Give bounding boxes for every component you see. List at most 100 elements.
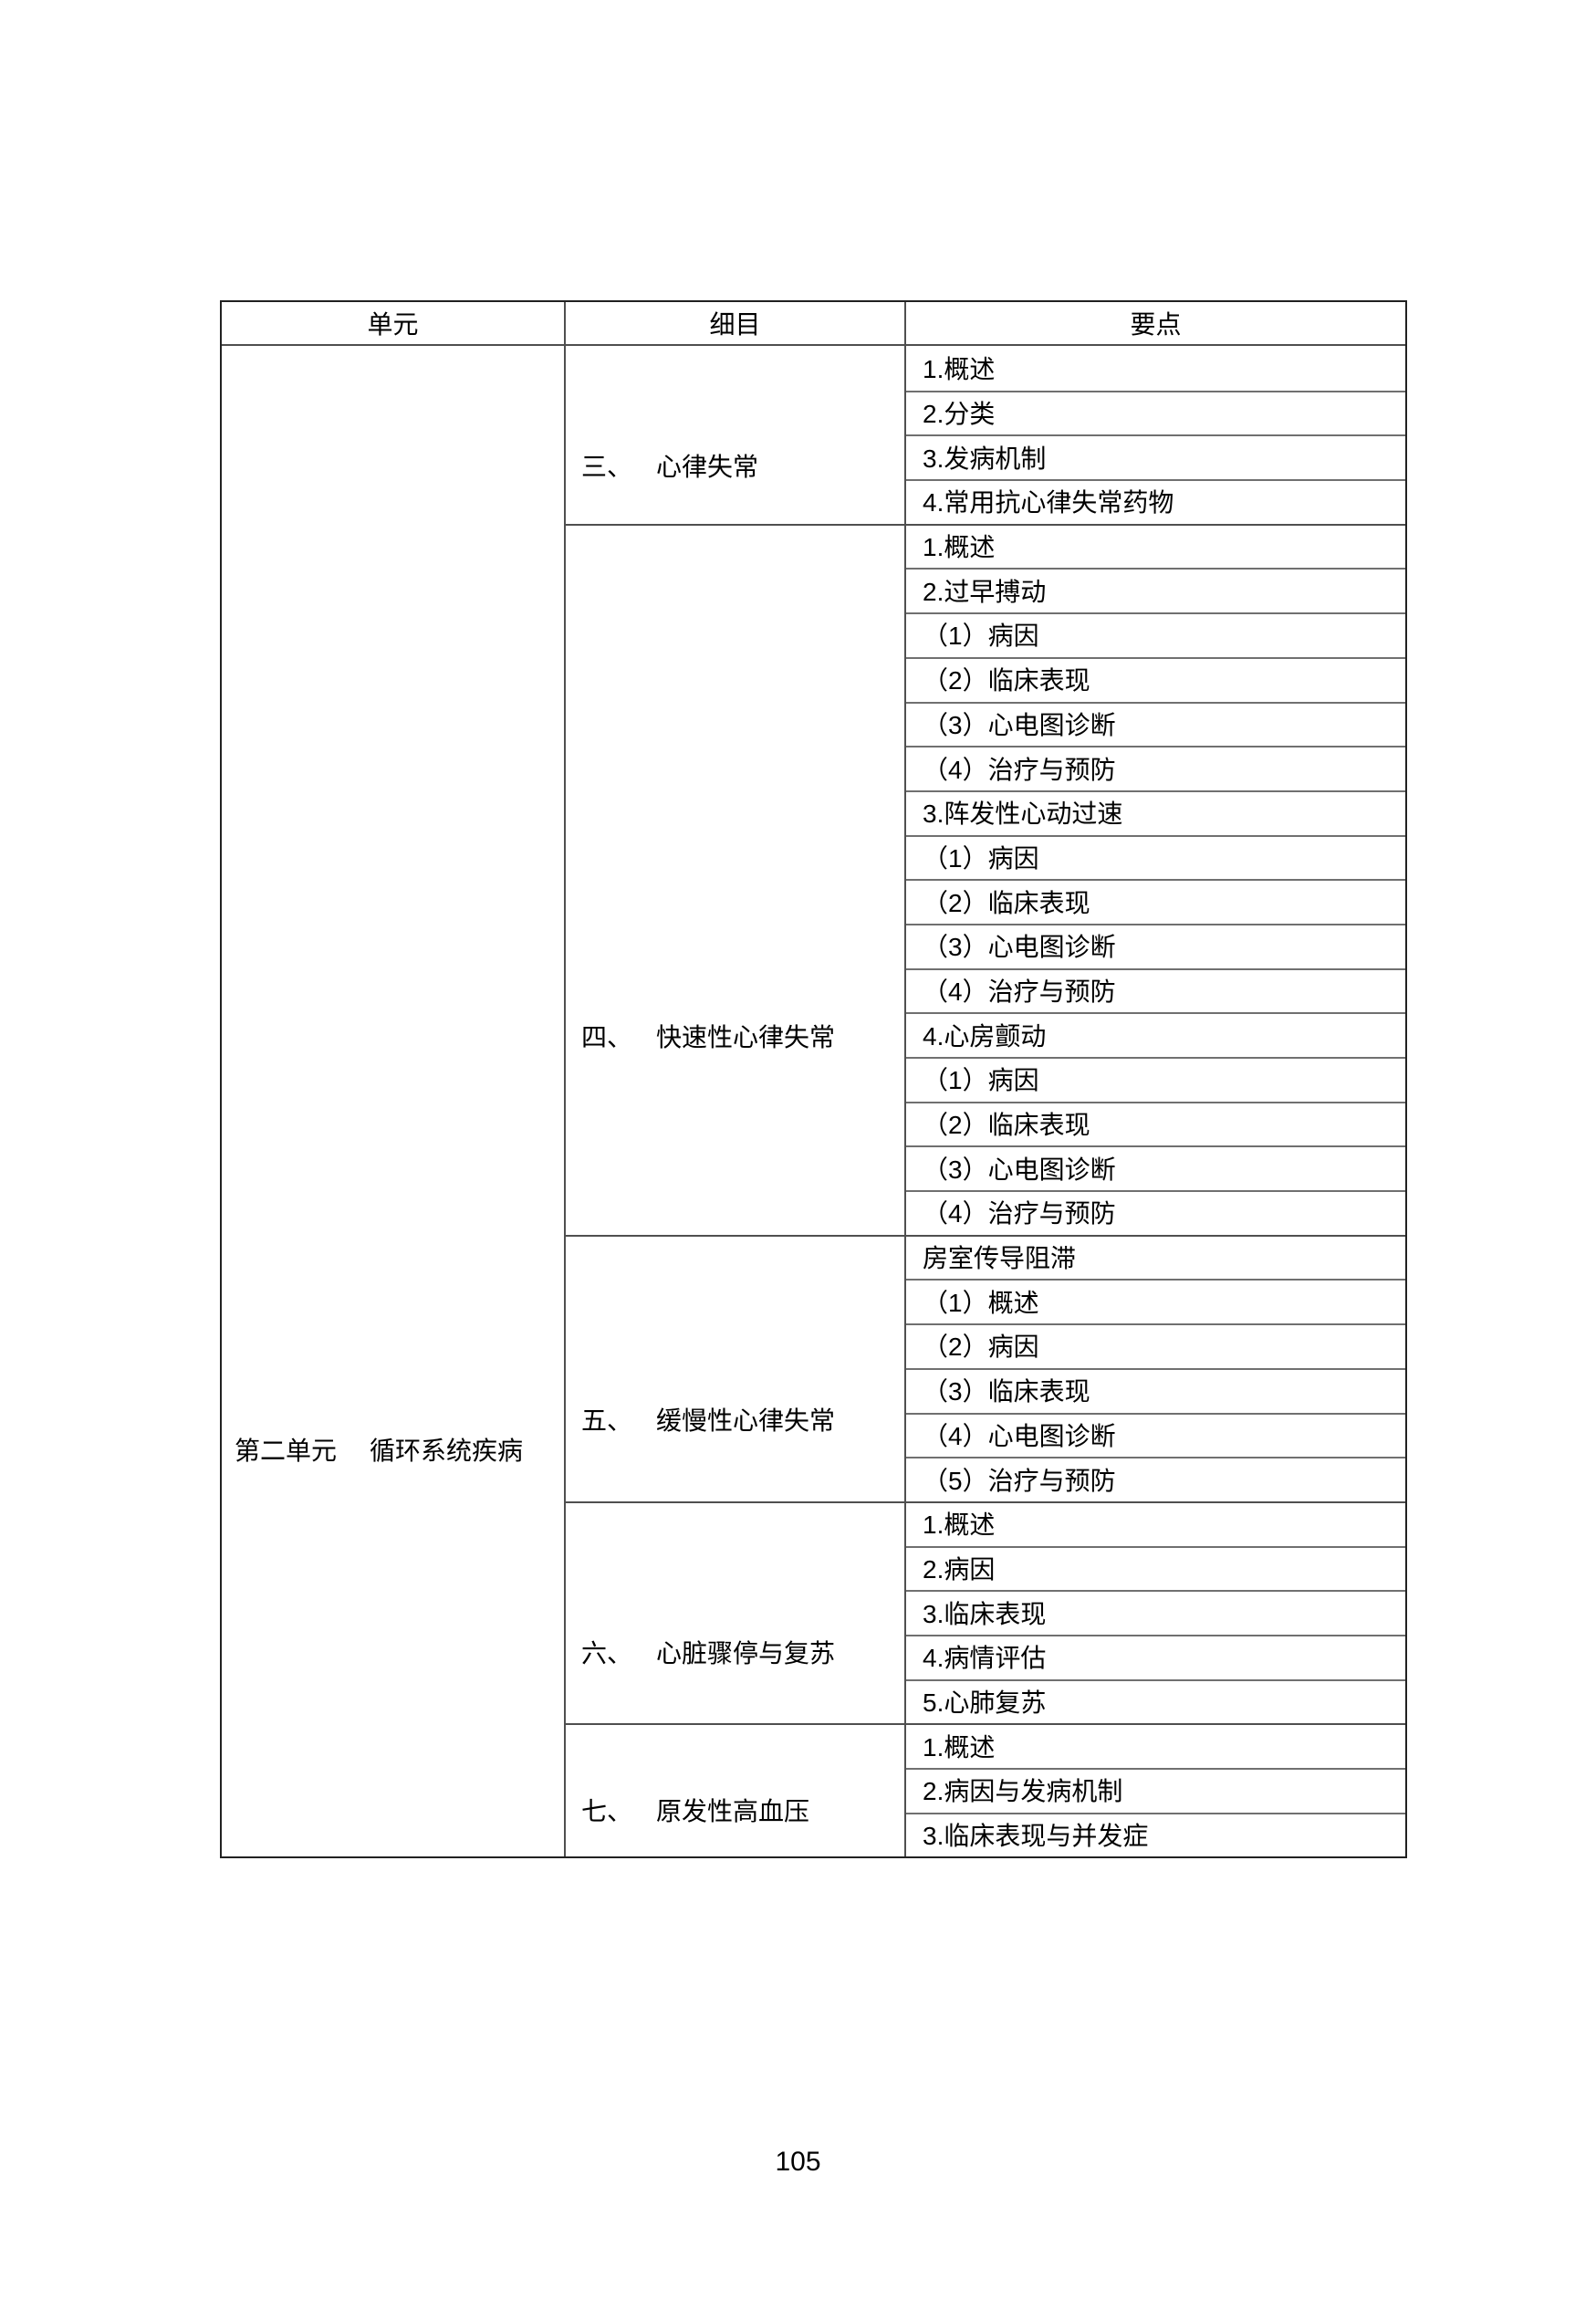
point-text: 3.临床表现: [923, 1599, 1047, 1628]
point-text: 房室传导阻滞: [923, 1244, 1077, 1273]
point-row: 1.概述: [906, 1501, 1405, 1546]
point-row: （3）心电图诊断: [906, 1145, 1405, 1190]
unit-label: 第二单元 循环系统疾病: [235, 1433, 523, 1469]
subcategory-number: 七、: [581, 1797, 633, 1826]
point-row: （4）治疗与预防: [906, 968, 1405, 1013]
sections-container: 三、 心律失常 1.概述 2.分类 3.发病机制 4.常用抗心律失常药物四、 快速性心律失常…: [566, 346, 1405, 1857]
subcategory-number: 五、: [581, 1406, 633, 1435]
point-row: （5）治疗与预防: [906, 1457, 1405, 1501]
point-text: 5.心肺复苏: [923, 1688, 1047, 1717]
point-row: 3.临床表现与并发症: [906, 1813, 1405, 1857]
points-cell: 1.概述 2.病因与发病机制 3.临床表现与并发症: [906, 1723, 1405, 1856]
point-row: 3.发病机制: [906, 434, 1405, 479]
point-text: 2.过早搏动: [923, 577, 1047, 606]
unit-number: 第二单元: [235, 1437, 338, 1465]
point-row: 4.病情评估: [906, 1635, 1405, 1679]
points-cell: 1.概述 2.分类 3.发病机制 4.常用抗心律失常药物: [906, 346, 1405, 524]
subcategory-cell: 六、 心脏骤停与复苏: [566, 1500, 906, 1724]
points-cell: 1.概述 2.过早搏动 （1）病因 （2）临床表现 （3）心电图诊断 （4）治疗与预防 3.…: [906, 524, 1405, 1235]
subcategory-cell: 三、 心律失常: [566, 346, 906, 524]
point-text: 4.常用抗心律失常药物: [923, 488, 1174, 518]
point-row: 3.阵发性心动过速: [906, 790, 1405, 835]
point-text: 3.临床表现与并发症: [923, 1822, 1149, 1851]
point-row: （2）临床表现: [906, 879, 1405, 924]
subcategory-number: 六、: [581, 1638, 633, 1668]
section-row: 六、 心脏骤停与复苏 1.概述 2.病因 3.临床表现 4.病情评估 5.心肺复苏: [566, 1500, 1405, 1724]
point-row: （1）概述: [906, 1279, 1405, 1323]
subcategory-label: 四、 快速性心律失常: [581, 1019, 835, 1056]
point-row: 1.概述: [906, 524, 1405, 569]
subcategory-title: 原发性高血压: [656, 1797, 810, 1826]
subcategory-number: 三、: [581, 453, 633, 481]
point-text: （1）病因: [923, 843, 1039, 873]
point-text: 2.病因: [923, 1554, 996, 1584]
subcategory-label: 五、 缓慢性心律失常: [581, 1403, 835, 1439]
point-text: 4.心房颤动: [923, 1021, 1047, 1051]
point-row: 4.常用抗心律失常药物: [906, 479, 1405, 524]
subcategory-label: 七、 原发性高血压: [581, 1793, 809, 1830]
point-text: （3）心电图诊断: [923, 710, 1116, 739]
table-body: 第二单元 循环系统疾病 三、 心律失常 1.概述 2.分类 3.发病机制 4.常用抗心律失…: [222, 346, 1405, 1857]
point-text: （4）心电图诊断: [923, 1421, 1116, 1450]
point-text: （5）治疗与预防: [923, 1466, 1116, 1495]
point-row: （3）心电图诊断: [906, 702, 1405, 747]
point-row: 房室传导阻滞: [906, 1235, 1405, 1280]
point-row: （1）病因: [906, 612, 1405, 657]
point-text: （2）临床表现: [923, 1111, 1090, 1140]
point-text: （3）心电图诊断: [923, 1155, 1116, 1184]
point-row: （4）治疗与预防: [906, 746, 1405, 790]
table-header-row: 单元 细目 要点: [222, 302, 1405, 346]
subcategory-label: 三、 心律失常: [581, 449, 758, 486]
point-row: （1）病因: [906, 1057, 1405, 1102]
point-text: （1）病因: [923, 622, 1039, 651]
subcategory-title: 心律失常: [656, 453, 759, 481]
point-row: 3.临床表现: [906, 1590, 1405, 1635]
point-text: 1.概述: [923, 355, 996, 384]
subcategory-cell: 四、 快速性心律失常: [566, 523, 906, 1235]
point-text: （3）心电图诊断: [923, 933, 1116, 962]
unit-name: 循环系统疾病: [370, 1437, 524, 1465]
subcategory-cell: 五、 缓慢性心律失常: [566, 1234, 906, 1501]
point-text: （2）临床表现: [923, 888, 1090, 917]
point-row: 2.分类: [906, 391, 1405, 435]
section-row: 五、 缓慢性心律失常 房室传导阻滞 （1）概述 （2）病因 （3）临床表现 （4）心电图诊断…: [566, 1234, 1405, 1501]
point-text: 2.分类: [923, 400, 996, 429]
point-row: （2）临床表现: [906, 1102, 1405, 1146]
point-text: （4）治疗与预防: [923, 1199, 1116, 1228]
point-text: （2）病因: [923, 1333, 1039, 1362]
points-cell: 1.概述 2.病因 3.临床表现 4.病情评估 5.心肺复苏: [906, 1501, 1405, 1723]
point-row: （3）心电图诊断: [906, 924, 1405, 968]
point-row: 5.心肺复苏: [906, 1679, 1405, 1724]
point-row: 2.病因与发病机制: [906, 1768, 1405, 1813]
point-row: （3）临床表现: [906, 1368, 1405, 1413]
point-row: （4）治疗与预防: [906, 1190, 1405, 1235]
point-text: 4.病情评估: [923, 1644, 1047, 1673]
point-row: （1）病因: [906, 835, 1405, 880]
section-row: 三、 心律失常 1.概述 2.分类 3.发病机制 4.常用抗心律失常药物: [566, 346, 1405, 524]
points-cell: 房室传导阻滞 （1）概述 （2）病因 （3）临床表现 （4）心电图诊断 （5）治疗与预防: [906, 1235, 1405, 1501]
point-row: 2.病因: [906, 1546, 1405, 1591]
column-header-points: 要点: [1130, 310, 1182, 339]
point-row: 4.心房颤动: [906, 1012, 1405, 1057]
subcategory-title: 心脏骤停与复苏: [656, 1638, 836, 1668]
column-header-item: 细目: [566, 302, 906, 344]
page-number: 105: [775, 2147, 821, 2177]
column-header-unit: 单元: [222, 302, 566, 344]
point-text: 1.概述: [923, 1511, 996, 1540]
point-text: （1）病因: [923, 1066, 1039, 1095]
point-text: 1.概述: [923, 533, 996, 562]
syllabus-table: 单元 细目 要点 第二单元 循环系统疾病 三、 心律失常 1.概述 2.分类 3.发病机…: [220, 300, 1407, 1859]
point-row: （2）临床表现: [906, 657, 1405, 702]
section-row: 四、 快速性心律失常 1.概述 2.过早搏动 （1）病因 （2）临床表现 （3）心电图诊断 （…: [566, 523, 1405, 1235]
subcategory-number: 四、: [581, 1022, 633, 1051]
point-row: 2.过早搏动: [906, 568, 1405, 612]
point-text: （4）治疗与预防: [923, 755, 1116, 784]
point-row: 1.概述: [906, 1723, 1405, 1768]
point-row: （4）心电图诊断: [906, 1413, 1405, 1458]
subcategory-title: 缓慢性心律失常: [656, 1406, 836, 1435]
subcategory-title: 快速性心律失常: [656, 1022, 836, 1051]
point-text: 2.病因与发病机制: [923, 1777, 1123, 1806]
point-text: （1）概述: [923, 1288, 1039, 1317]
section-row: 七、 原发性高血压 1.概述 2.病因与发病机制 3.临床表现与并发症: [566, 1723, 1405, 1857]
